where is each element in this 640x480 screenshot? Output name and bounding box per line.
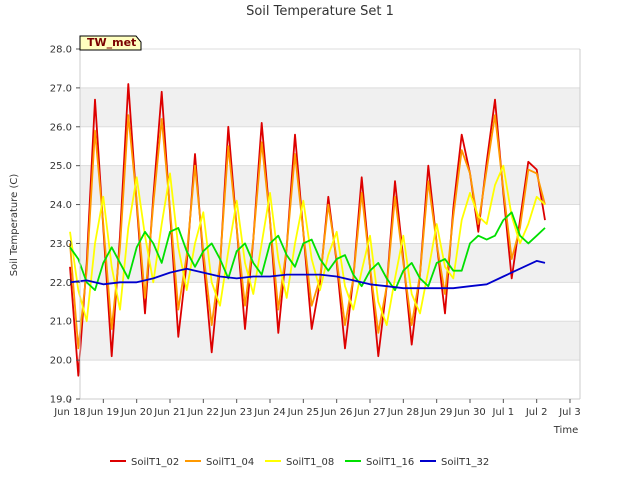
series-lines — [69, 83, 546, 377]
plot-band — [80, 282, 580, 322]
series-line-soilt1_32 — [69, 259, 546, 290]
chart-title: Soil Temperature Set 1 — [246, 4, 394, 19]
x-axis-label: Time — [553, 425, 578, 436]
x-tick-label: Jun 25 — [287, 407, 320, 418]
plot-band — [80, 126, 580, 166]
plot-band — [80, 360, 580, 399]
y-axis-ticks: 19.0 20.0 21.0 22.0 23.0 24.0 25.0 26.0 27.0 28.0 — [50, 45, 80, 406]
y-tick-label: 21.0 — [50, 317, 72, 328]
plot-band — [80, 87, 580, 127]
y-tick-label: 23.0 — [50, 239, 72, 250]
y-tick-label: 26.0 — [50, 122, 72, 133]
station-badge: TW_met — [79, 35, 142, 51]
y-tick-label: 28.0 — [50, 45, 72, 56]
legend-item-soilt1_08: SoilT1_08 — [265, 457, 334, 468]
x-tick-label: Jun 28 — [387, 407, 420, 418]
legend-label: SoilT1_08 — [286, 457, 334, 468]
axes — [79, 49, 581, 400]
plot-band — [80, 49, 580, 88]
legend-item-soilt1_16: SoilT1_16 — [345, 457, 414, 468]
grid-lines — [80, 48, 580, 400]
x-tick-label: Jun 26 — [320, 407, 353, 418]
legend-item-soilt1_04: SoilT1_04 — [185, 457, 254, 468]
legend-label: SoilT1_16 — [366, 457, 414, 468]
x-tick-label: Jul 2 — [525, 407, 548, 418]
y-axis-label: Soil Temperature (C) — [9, 174, 20, 277]
x-axis-ticks: Jun 18 Jun 19 Jun 20 Jun 21 Jun 22 Jun 23 Jun … — [53, 399, 581, 418]
plot-band — [80, 321, 580, 361]
y-tick-label: 20.0 — [50, 356, 72, 367]
legend-label: SoilT1_04 — [206, 457, 254, 468]
legend: SoilT1_02 SoilT1_04 SoilT1_08 SoilT1_16 Soil… — [110, 457, 489, 468]
y-tick-label: 25.0 — [50, 161, 72, 172]
x-tick-label: Jun 21 — [153, 407, 186, 418]
x-tick-label: Jun 27 — [353, 407, 386, 418]
x-tick-label: Jun 22 — [187, 407, 220, 418]
y-tick-label: 24.0 — [50, 200, 72, 211]
legend-label: SoilT1_02 — [131, 457, 179, 468]
legend-label: SoilT1_32 — [441, 457, 489, 468]
x-tick-label: Jun 30 — [453, 407, 486, 418]
x-tick-label: Jul 3 — [558, 407, 581, 418]
plot-band — [80, 165, 580, 205]
plot-background — [80, 49, 580, 399]
badge-shape — [79, 35, 142, 51]
series-line-soilt1_16 — [69, 211, 546, 292]
y-tick-label: 19.0 — [50, 395, 72, 406]
x-tick-label: Jun 24 — [253, 407, 286, 418]
x-tick-label: Jul 1 — [492, 407, 515, 418]
y-tick-label: 22.0 — [50, 278, 72, 289]
legend-item-soilt1_02: SoilT1_02 — [110, 457, 179, 468]
x-tick-label: Jun 18 — [53, 407, 86, 418]
badge-label: TW_met — [87, 36, 136, 49]
x-tick-label: Jun 20 — [120, 407, 153, 418]
x-tick-label: Jun 19 — [87, 407, 120, 418]
x-tick-label: Jun 23 — [220, 407, 253, 418]
series-line-soilt1_08 — [69, 164, 546, 327]
y-tick-label: 27.0 — [50, 83, 72, 94]
x-tick-label: Jun 29 — [420, 407, 453, 418]
legend-item-soilt1_32: SoilT1_32 — [420, 457, 489, 468]
series-line-soilt1_04 — [69, 114, 546, 350]
